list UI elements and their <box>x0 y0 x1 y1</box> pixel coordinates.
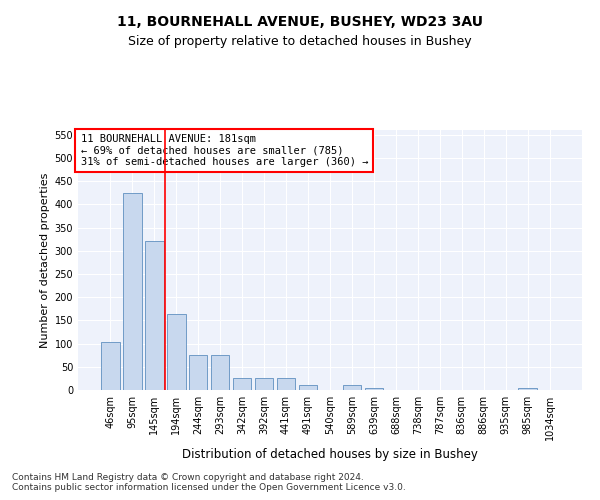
Bar <box>518 388 537 390</box>
Text: Contains HM Land Registry data © Crown copyright and database right 2024.
Contai: Contains HM Land Registry data © Crown c… <box>12 473 406 492</box>
Y-axis label: Number of detached properties: Number of detached properties <box>40 172 50 348</box>
Text: 11, BOURNEHALL AVENUE, BUSHEY, WD23 3AU: 11, BOURNEHALL AVENUE, BUSHEY, WD23 3AU <box>117 15 483 29</box>
Bar <box>299 386 317 390</box>
Text: Size of property relative to detached houses in Bushey: Size of property relative to detached ho… <box>128 35 472 48</box>
Bar <box>123 192 142 390</box>
Bar <box>233 378 251 390</box>
Bar <box>211 355 229 390</box>
Bar <box>343 386 361 390</box>
Bar <box>101 342 119 390</box>
Bar <box>189 355 208 390</box>
Bar <box>255 378 274 390</box>
Bar <box>277 378 295 390</box>
Bar <box>145 242 164 390</box>
Bar <box>167 314 185 390</box>
Bar <box>365 388 383 390</box>
X-axis label: Distribution of detached houses by size in Bushey: Distribution of detached houses by size … <box>182 448 478 462</box>
Text: 11 BOURNEHALL AVENUE: 181sqm
← 69% of detached houses are smaller (785)
31% of s: 11 BOURNEHALL AVENUE: 181sqm ← 69% of de… <box>80 134 368 167</box>
